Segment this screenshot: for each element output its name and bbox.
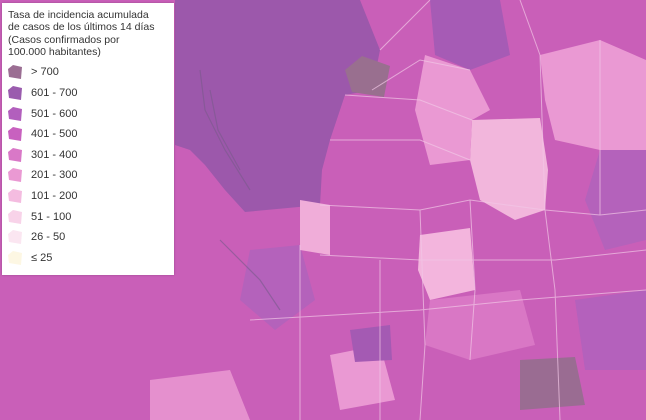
legend-swatch: [8, 230, 22, 245]
legend-title-line: 100.000 habitantes): [8, 45, 101, 58]
district-gt700-north[interactable]: [345, 56, 390, 97]
district-south-light[interactable]: [330, 345, 395, 410]
roads: [199, 69, 281, 311]
district-center-south[interactable]: [425, 290, 535, 360]
legend-swatch: [8, 65, 22, 80]
district-southeast-purple[interactable]: [575, 290, 646, 370]
legend-item: 301 - 400: [8, 145, 166, 166]
legend-item-label: 201 - 300: [31, 169, 78, 182]
legend-item: > 700: [8, 62, 166, 83]
legend-swatch: [8, 127, 22, 142]
district-northeast-light[interactable]: [540, 40, 646, 150]
legend-swatch: [8, 250, 22, 265]
legend-item-label: 501 - 600: [31, 107, 78, 120]
legend-item: 51 - 100: [8, 206, 166, 227]
legend-swatch: [8, 86, 22, 101]
legend-swatch: [8, 209, 22, 224]
legend-item-label: 51 - 100: [31, 210, 72, 223]
legend-item: 201 - 300: [8, 165, 166, 186]
legend-swatch: [8, 168, 22, 183]
district-south-pink[interactable]: [150, 370, 250, 420]
legend-item: 26 - 50: [8, 227, 166, 248]
legend-item-label: 101 - 200: [31, 190, 78, 203]
legend-title-line: de casos de los últimos 14 días: [8, 21, 155, 34]
legend-item-label: 601 - 700: [31, 87, 78, 100]
district-center-light2[interactable]: [418, 228, 475, 300]
district-center-medium[interactable]: [415, 55, 490, 165]
legend-item-label: > 700: [31, 66, 59, 79]
district-mid-light[interactable]: [300, 200, 330, 255]
legend: Tasa de incidencia acumulada de casos de…: [2, 3, 174, 275]
district-center-light[interactable]: [470, 118, 548, 220]
district-boundaries: [249, 0, 646, 420]
legend-item-label: 26 - 50: [31, 231, 66, 244]
legend-items: > 700 601 - 700 501 - 600 401 - 500 301 - 40…: [8, 62, 166, 268]
district-center-purple-small[interactable]: [350, 325, 392, 362]
legend-item: 401 - 500: [8, 124, 166, 145]
legend-item: 501 - 600: [8, 103, 166, 124]
legend-swatch: [8, 189, 22, 204]
legend-item-label: ≤ 25: [31, 251, 53, 264]
legend-item: 101 - 200: [8, 186, 166, 207]
legend-swatch: [8, 147, 22, 162]
legend-swatch: [8, 106, 22, 121]
legend-item-label: 301 - 400: [31, 148, 78, 161]
district-north-purple[interactable]: [430, 0, 510, 70]
district-northwest[interactable]: [175, 0, 380, 212]
legend-title: Tasa de incidencia acumulada de casos de…: [8, 9, 166, 58]
legend-item: ≤ 25: [8, 248, 166, 269]
district-southwest-purple[interactable]: [240, 245, 315, 330]
district-gt700-south[interactable]: [520, 357, 585, 410]
legend-title-line: Tasa de incidencia acumulada: [8, 9, 149, 21]
legend-item: 601 - 700: [8, 83, 166, 104]
legend-item-label: 401 - 500: [31, 128, 78, 141]
legend-title-line: (Casos confirmados por: [8, 33, 120, 46]
